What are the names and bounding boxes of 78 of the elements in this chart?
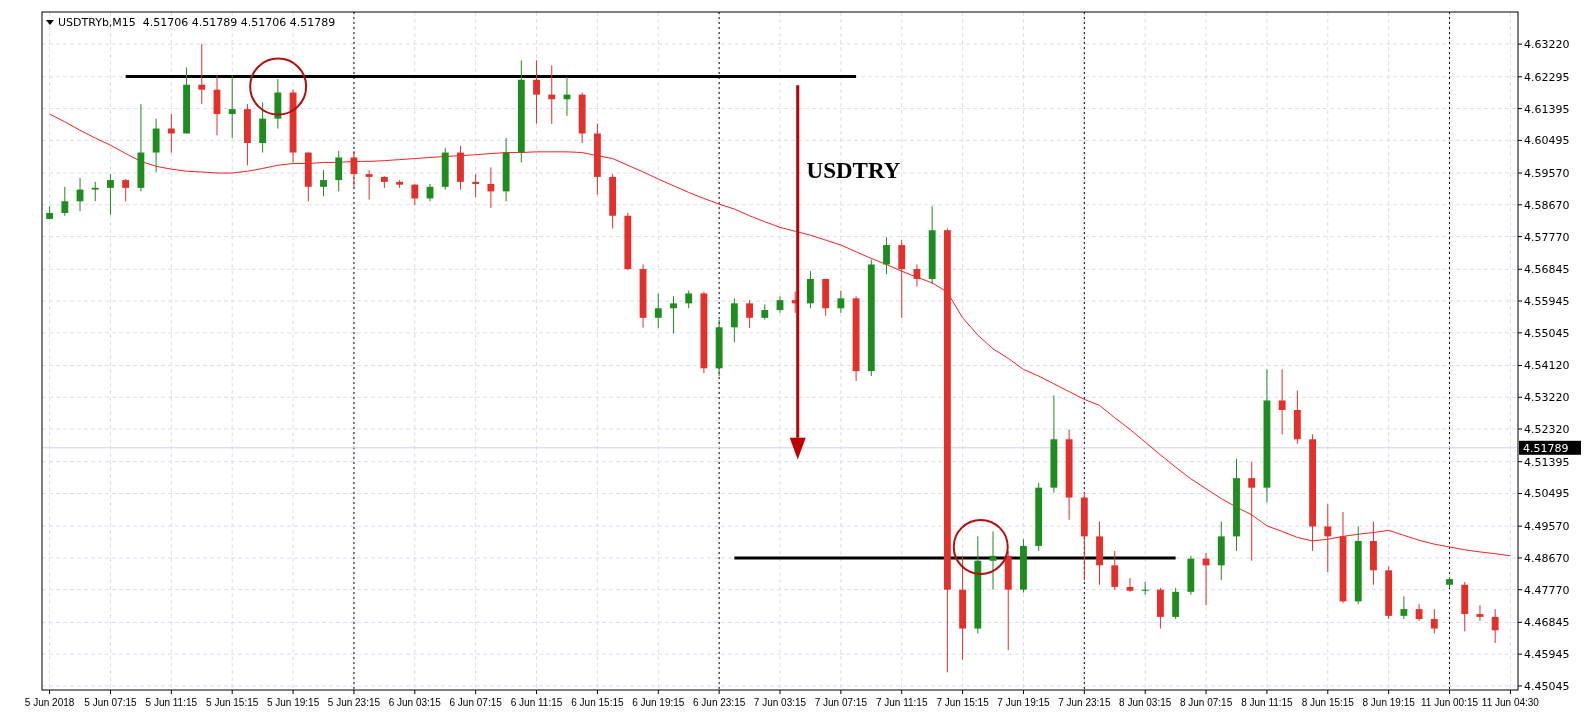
candlestick — [411, 183, 419, 206]
x-tick-label: 6 Jun 07:15 — [449, 697, 503, 708]
y-tick-label: 4.59570 — [1524, 167, 1570, 181]
y-tick-label: 4.52320 — [1524, 423, 1570, 437]
candlestick — [107, 173, 114, 216]
x-tick-label: 8 Jun 07:15 — [1179, 697, 1233, 708]
annotation: USDTRY — [806, 158, 901, 184]
y-tick-label: 4.55945 — [1524, 295, 1570, 309]
x-tick-label: 8 Jun 15:15 — [1301, 697, 1355, 708]
candlestick — [198, 43, 206, 105]
candlestick — [837, 290, 845, 314]
candlestick — [487, 166, 495, 209]
y-tick-label: 4.60495 — [1524, 134, 1570, 148]
x-tick-label: 5 Jun 2018 — [24, 697, 75, 708]
y-tick-label: 4.47770 — [1524, 583, 1570, 597]
candlestick — [1248, 461, 1256, 562]
x-tick-label: 5 Jun 07:15 — [84, 697, 138, 708]
x-tick-label: 6 Jun 15:15 — [571, 697, 624, 708]
line-series — [49, 113, 1511, 557]
x-tick-label: 11 Jun 00:15 — [1420, 697, 1479, 708]
x-tick-label: 5 Jun 19:15 — [266, 697, 320, 708]
y-tick-label: 4.53220 — [1524, 391, 1570, 405]
y-tick-label: 4.48670 — [1524, 551, 1570, 565]
x-tick-label: 5 Jun 11:15 — [145, 697, 198, 708]
y-tick-label: 4.46845 — [1524, 616, 1570, 630]
x-tick-label: 6 Jun 19:15 — [632, 697, 685, 708]
x-tick-label: 7 Jun 23:15 — [1058, 697, 1111, 708]
x-tick-label: 5 Jun 23:15 — [327, 697, 381, 708]
candlestick — [365, 169, 373, 201]
candlestick — [883, 236, 890, 275]
y-tick-label: 4.63220 — [1524, 38, 1570, 52]
x-tick-label: 6 Jun 23:15 — [693, 697, 746, 708]
candlestick — [335, 150, 343, 192]
x-tick-label: 5 Jun 15:15 — [206, 697, 259, 708]
y-tick-label: 4.57770 — [1524, 230, 1570, 244]
candlestick — [1491, 608, 1499, 644]
x-tick-label: 6 Jun 11:15 — [510, 697, 563, 708]
candlestick — [472, 173, 480, 198]
y-tick-label: 4.49570 — [1524, 520, 1570, 534]
y-tick-label: 4.62295 — [1524, 70, 1570, 84]
y-tick-label: 4.58670 — [1524, 198, 1570, 212]
candlestick — [654, 292, 662, 329]
x-tick-label: 7 Jun 03:15 — [753, 697, 807, 708]
y-tick-label: 4.45045 — [1524, 679, 1570, 693]
candlestick — [1278, 368, 1286, 435]
candlestick — [1324, 503, 1332, 573]
y-tick-label: 4.61395 — [1524, 102, 1570, 116]
x-tick-label: 7 Jun 07:15 — [814, 697, 868, 708]
candlestick — [1111, 550, 1119, 591]
candlestick — [670, 295, 677, 334]
y-tick-label: 4.54120 — [1524, 359, 1570, 373]
candlestick — [320, 169, 327, 197]
candlestick — [1476, 604, 1484, 622]
y-tick-label: 4.51395 — [1524, 455, 1570, 469]
candlestick — [1430, 608, 1438, 634]
x-tick-label: 6 Jun 03:15 — [388, 697, 442, 708]
candlestick — [548, 64, 556, 125]
x-tick-label: 8 Jun 03:15 — [1119, 697, 1172, 708]
candlestick — [1141, 581, 1149, 596]
y-tick-label: 4.45945 — [1524, 648, 1570, 662]
chart-title: USDTRYb,M15 4.51706 4.51789 4.51706 4.51789 — [58, 16, 336, 29]
x-tick-label: 7 Jun 19:15 — [997, 697, 1051, 708]
x-tick-label: 8 Jun 19:15 — [1362, 697, 1416, 708]
candlestick — [61, 186, 69, 217]
x-tick-label: 7 Jun 11:15 — [875, 697, 928, 708]
y-tick-label: 4.56845 — [1524, 263, 1570, 277]
candlestick — [533, 59, 540, 125]
candlestick — [122, 178, 130, 202]
candlestick — [228, 74, 236, 139]
ref-line-label: 4.51789 — [1523, 441, 1569, 455]
x-tick-label: 8 Jun 11:15 — [1241, 697, 1294, 708]
x-tick-label: 7 Jun 15:15 — [936, 697, 990, 708]
x-tick-label: 11 Jun 04:30 — [1481, 697, 1540, 708]
candlestick — [746, 299, 753, 329]
candlestick — [91, 181, 99, 202]
y-tick-label: 4.50495 — [1524, 487, 1570, 501]
candlestick — [1400, 595, 1408, 620]
y-tick-label: 4.55045 — [1524, 326, 1570, 340]
